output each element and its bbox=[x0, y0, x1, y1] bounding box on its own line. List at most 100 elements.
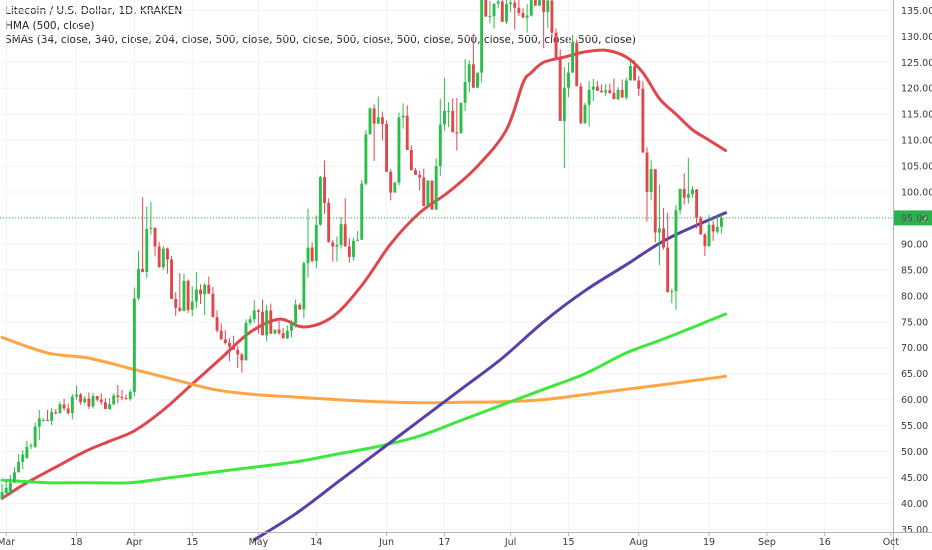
candle bbox=[108, 398, 112, 411]
candle bbox=[190, 286, 194, 317]
candle bbox=[112, 393, 116, 405]
candle bbox=[75, 385, 78, 400]
candle-body bbox=[645, 152, 649, 193]
candle-body bbox=[215, 317, 219, 331]
candle bbox=[285, 325, 289, 339]
candle bbox=[492, 3, 496, 29]
candle bbox=[54, 408, 58, 415]
candle bbox=[653, 169, 657, 243]
candle bbox=[236, 346, 240, 368]
candle bbox=[203, 282, 207, 316]
candle bbox=[137, 250, 140, 301]
candle-body bbox=[368, 108, 372, 135]
candle bbox=[281, 328, 285, 339]
candle bbox=[4, 480, 8, 494]
candle-body bbox=[323, 176, 326, 203]
candle bbox=[0, 483, 4, 499]
candle bbox=[715, 215, 719, 234]
candle-body bbox=[58, 404, 62, 414]
candle-body bbox=[707, 224, 711, 247]
y-tick-label: 35.00 bbox=[901, 525, 928, 536]
x-tick-label: 18 bbox=[70, 537, 82, 548]
candle bbox=[256, 308, 260, 334]
last-price-label: 95.02 bbox=[901, 213, 928, 224]
candle-body bbox=[662, 228, 665, 248]
candle-body bbox=[281, 333, 285, 339]
candle bbox=[91, 392, 95, 409]
candle bbox=[240, 352, 244, 373]
candle bbox=[178, 273, 182, 312]
candle-body bbox=[364, 134, 368, 184]
y-tick-label: 90.00 bbox=[901, 239, 928, 250]
candle bbox=[141, 197, 145, 273]
candle-body bbox=[157, 246, 161, 268]
candle-body bbox=[277, 329, 281, 334]
candle bbox=[529, 0, 533, 17]
candle-body bbox=[380, 117, 384, 125]
candle bbox=[46, 410, 49, 421]
candle-body bbox=[641, 88, 645, 153]
x-tick-label: Jun bbox=[378, 537, 394, 548]
candle-body bbox=[13, 472, 16, 483]
candle bbox=[79, 392, 83, 405]
candle-body bbox=[343, 224, 347, 247]
candle bbox=[674, 205, 678, 310]
candle-body bbox=[356, 239, 360, 241]
candle-body bbox=[132, 298, 136, 392]
candle-body bbox=[476, 72, 479, 88]
candle-body bbox=[194, 289, 198, 302]
candle-body bbox=[75, 394, 78, 397]
candle bbox=[504, 0, 508, 25]
candle-body bbox=[666, 247, 670, 293]
candle bbox=[451, 98, 455, 133]
candle-body bbox=[372, 108, 376, 124]
y-tick-label: 55.00 bbox=[901, 421, 928, 432]
candle-body bbox=[546, 0, 550, 12]
candle-body bbox=[459, 102, 463, 134]
candle bbox=[95, 396, 99, 402]
candle-body bbox=[294, 304, 298, 324]
candle-body bbox=[422, 177, 426, 207]
sma-340-line bbox=[0, 312, 728, 485]
candle bbox=[442, 77, 446, 131]
candle-body bbox=[244, 322, 248, 361]
candle-body bbox=[562, 87, 566, 121]
candle-body bbox=[670, 291, 674, 293]
candle bbox=[641, 81, 645, 153]
candle-body bbox=[500, 1, 504, 22]
candle bbox=[538, 0, 541, 6]
candle bbox=[145, 206, 149, 279]
time-axis[interactable]: Mar 18 Apr 15 May 14 Jun 17 Jul 15 Aug 19 Sep 16 Oct bbox=[0, 532, 932, 548]
candle-body bbox=[124, 398, 128, 400]
candle bbox=[360, 180, 364, 240]
candle-body bbox=[703, 234, 707, 247]
candle-body bbox=[265, 310, 269, 336]
candle-body bbox=[219, 330, 223, 340]
candle bbox=[459, 102, 463, 134]
candle-body bbox=[285, 330, 289, 339]
hma-indicator-label: HMA (500, close) bbox=[5, 19, 95, 32]
candle bbox=[409, 145, 413, 171]
candle bbox=[356, 230, 360, 241]
candle bbox=[33, 422, 37, 448]
candle-body bbox=[108, 404, 112, 409]
candle-body bbox=[50, 412, 54, 421]
candle-body bbox=[591, 86, 595, 90]
candle-body bbox=[393, 182, 397, 193]
candle bbox=[484, 0, 488, 17]
candle-body bbox=[699, 217, 703, 235]
price-axis[interactable]: 35.00 40.00 45.00 50.00 55.00 60.00 65.00 70.00… bbox=[893, 0, 932, 550]
candle bbox=[13, 467, 16, 483]
candle-body bbox=[211, 293, 215, 318]
candle bbox=[587, 80, 591, 127]
candle bbox=[488, 1, 492, 24]
candle bbox=[194, 271, 198, 309]
candle bbox=[58, 401, 62, 414]
y-tick-label: 130.00 bbox=[901, 32, 932, 43]
candle-body bbox=[4, 487, 8, 494]
candle-body bbox=[488, 16, 492, 18]
candle-body bbox=[273, 329, 277, 334]
candle bbox=[174, 292, 178, 317]
x-tick-label: 16 bbox=[819, 537, 831, 548]
